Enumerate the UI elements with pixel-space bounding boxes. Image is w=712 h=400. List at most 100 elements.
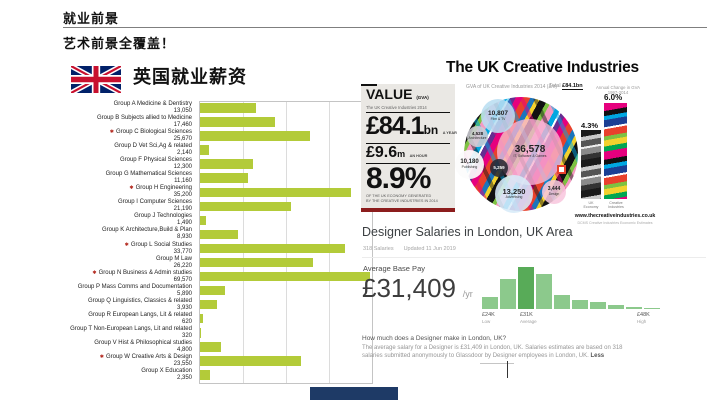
salary-bar (200, 356, 302, 366)
creative-industries-total: Total £84.1bn (549, 83, 583, 90)
salary-bar (200, 145, 210, 155)
salary-answer-line1: The average salary for a Designer is £31… (362, 345, 623, 351)
salaries-updated: Updated 11 Jun 2019 (403, 246, 456, 252)
salary-row-label: ✱ Group H Engineering 35,200 (129, 185, 192, 199)
growth-header-line2: 1997-2014 (607, 90, 629, 95)
salary-bar (200, 243, 346, 254)
pie-bubble: 4,528 Architecture (467, 126, 488, 147)
growth-value-uk: 4.3% (581, 121, 599, 130)
bubble-value: 36,578 (514, 143, 546, 155)
bubble-value: 4,528 (471, 131, 484, 137)
per-year-unit: /yr (462, 289, 473, 299)
salary-row-label: Group K Architecture,Build & Plan 8,930 (101, 227, 192, 241)
salary-bar (200, 159, 253, 169)
salary-chart-plot-area (199, 101, 373, 384)
gva-label: (GVA) (416, 95, 429, 100)
pie-bubble: 5,259 (490, 159, 508, 177)
bubble-value: 10,807 (488, 109, 508, 117)
gridline (329, 102, 330, 383)
highlight-marker-icon: ✱ (109, 129, 114, 136)
salary-bars (200, 101, 372, 382)
salary-bar (200, 285, 226, 296)
value-card-subheading: The UK Creative Industries 2014 (366, 105, 450, 113)
highlight-marker-icon: ✱ (129, 185, 134, 192)
salary-row-label: Group M Law 26,220 (155, 255, 192, 269)
bubble-label: Advertising (505, 195, 523, 200)
histogram-bar (482, 297, 498, 309)
panel-divider (362, 257, 706, 258)
salary-bar (200, 257, 313, 268)
gridline (286, 102, 287, 383)
salary-bar (200, 370, 211, 380)
pie-bubble: 10,807 Film & TV (481, 99, 515, 133)
average-base-pay-value: £31,409 /yr (362, 273, 473, 303)
creative-industries-title: The UK Creative Industries (446, 59, 639, 76)
creative-industries-subtitle: GVA of UK Creative Industries 2014 (£m) (466, 84, 558, 90)
average-base-pay-label: Average Base Pay (363, 264, 425, 273)
salary-bar (200, 342, 221, 352)
salary-question: How much does a Designer make in London,… (362, 335, 507, 342)
red-square-icon (557, 165, 566, 174)
value-gva-card: VALUE (GVA) The UK Creative Industries 2… (361, 84, 457, 212)
stat-economy-share: 8.9% (366, 162, 431, 195)
growth-header-line1: Annual Change in GVA (595, 85, 641, 90)
slide-title: 就业前景 (63, 11, 120, 26)
histogram-bar (644, 308, 660, 309)
source-note: DCMS Creative Industries Economic Estima… (577, 221, 653, 225)
histogram-bar (608, 305, 624, 309)
growth-bar-uk (581, 130, 601, 199)
histogram-bar (590, 302, 606, 309)
growth-bar-creative (604, 103, 627, 199)
share-caption-line2: BY THE CREATIVE INDUSTRIES IN 2014 (366, 198, 438, 203)
histogram-bar (572, 300, 588, 309)
title-underline (63, 27, 707, 28)
gva-year-value: £84.1 (366, 112, 425, 140)
value-label: VALUE (366, 86, 413, 102)
salary-row-label: Group J Technologies 1,490 (134, 213, 192, 227)
salary-histogram (482, 267, 662, 309)
gva-hour-value: £9.6 (366, 144, 398, 161)
bubble-value: 3,444 (547, 186, 561, 193)
salary-row-label: Group P Mass Comms and Documentation 5,89… (77, 283, 192, 297)
pie-bubbles: 36,578 IT, Software & Games 13,250 Advertis… (455, 97, 578, 213)
histogram-tick-high: £48K High (637, 312, 650, 324)
histogram-bar (626, 307, 642, 309)
gva-hour-unit: m (397, 149, 406, 159)
slide-footer-bar (310, 387, 398, 400)
bubble-label: Publishing (461, 164, 478, 169)
stat-gva-hour: £9.6m AN HOUR (366, 144, 450, 164)
bubble-label: Film & TV (490, 116, 506, 121)
designer-salaries-heading: Designer Salaries in London, UK Area (362, 225, 573, 239)
salary-bar (200, 299, 217, 310)
stat-gva-year: £84.1bn A YEAR (366, 112, 457, 144)
uk-flag-icon (69, 63, 123, 96)
histogram-bar (518, 267, 534, 309)
salary-row-label: ✱ Group C Biological Sciences 25,670 (109, 129, 192, 143)
histogram-bar (536, 274, 552, 309)
cropped-element-line (507, 361, 508, 378)
salary-bar (200, 328, 202, 338)
salary-row-label: Group G Mathematical Sciences 11,160 (105, 171, 192, 185)
salary-bar (200, 173, 248, 183)
salary-bar (200, 313, 203, 324)
salary-bar (200, 187, 352, 197)
bubble-label: IT, Software & Games (513, 154, 547, 159)
salary-row-label: Group D Vet Sci,Ag & related 2,140 (114, 143, 192, 157)
salary-row-label: ✱ Group L Social Studies 33,770 (124, 241, 192, 255)
highlight-marker-icon: ✱ (99, 353, 104, 360)
bubble-label: Design (548, 191, 560, 196)
total-value: £84.1bn (562, 83, 583, 90)
salary-row-label: Group Q Linguistics, Classics & related 3… (87, 297, 192, 311)
less-link[interactable]: Less (590, 353, 605, 359)
salary-row-label: Group B Subjects allied to Medicine 17,46… (96, 115, 192, 129)
card-red-strip (361, 208, 455, 212)
salary-row-label: Group T Non-European Langs, Lit and rela… (70, 325, 192, 339)
gva-year-note: A YEAR (442, 131, 457, 135)
pie-bubble: 10,180 Publishing (455, 150, 484, 179)
growth-value-creative: 6.0% (604, 93, 623, 102)
bubble-value: 13,250 (502, 187, 526, 197)
growth-label-uk: UK Economy (583, 201, 599, 210)
value-card-heading: VALUE (GVA) (366, 87, 450, 105)
gva-hour-note: AN HOUR (409, 154, 428, 158)
